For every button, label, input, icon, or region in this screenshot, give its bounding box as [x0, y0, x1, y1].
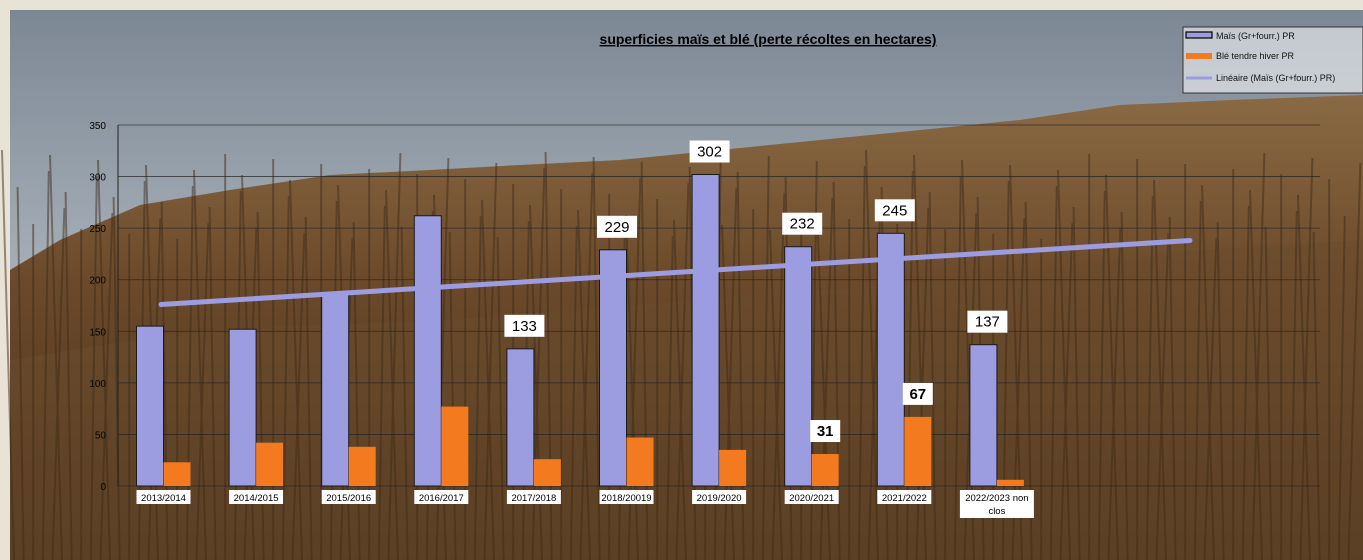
x-tick-box: [136, 490, 191, 504]
x-tick-box: [784, 490, 839, 504]
legend-swatch-ble: [1186, 53, 1212, 59]
y-tick-label: 250: [89, 224, 106, 235]
bar-ble: [626, 437, 654, 486]
bar-mais: [321, 293, 350, 487]
x-axis-ticks: 2013/2014 2014/2015 2015/2016 2016/2017 2017…: [136, 490, 1034, 518]
x-tick-box: [877, 490, 932, 504]
x-tick-label: 2014/2015: [234, 493, 279, 504]
data-label: 133: [512, 318, 537, 335]
bar-ble: [441, 406, 469, 486]
x-tick-box: [414, 490, 469, 504]
legend: Maïs (Gr+fourr.) PR Blé tendre hiver PR …: [1182, 26, 1363, 94]
x-tick-box: [506, 490, 561, 504]
legend-swatch-mais: [1185, 31, 1213, 39]
bar-ble: [719, 449, 747, 486]
data-label-box: [597, 215, 637, 238]
x-tick-label: 2018/20019: [601, 493, 651, 504]
data-label-box: [689, 140, 730, 163]
x-tick-label: 2019/2020: [697, 493, 742, 504]
bar-mais: [969, 344, 998, 487]
y-tick-label: 50: [95, 430, 107, 441]
legend-label-mais: Maïs (Gr+fourr.) PR: [1216, 31, 1295, 41]
bar-mais: [691, 174, 720, 487]
bar-ble: [348, 446, 376, 486]
y-tick-label: 150: [89, 327, 106, 338]
legend-label-ble: Blé tendre hiver PR: [1216, 51, 1295, 61]
x-tick-label: 2022/2023 non: [965, 493, 1028, 504]
data-labels: 133 229 302 232 245 137 31 67: [504, 140, 1008, 443]
bar-ble: [533, 459, 561, 486]
chart-title: superficies maïs et blé (perte récoltes …: [600, 31, 937, 47]
data-label: 31: [817, 423, 834, 440]
data-label-box: [782, 212, 823, 235]
x-tick-label: clos: [988, 506, 1005, 517]
bar-ble: [996, 479, 1024, 486]
bar-mais: [784, 246, 813, 487]
data-label: 302: [697, 144, 722, 161]
bar-ble: [163, 462, 191, 486]
x-tick-box: [599, 490, 654, 504]
x-tick-label: 2013/2014: [141, 493, 186, 504]
data-label-box: [504, 314, 545, 337]
bar-mais: [876, 232, 905, 487]
y-tick-label: 200: [89, 276, 106, 287]
x-tick-label: 2017/2018: [511, 493, 556, 504]
x-tick-box: [321, 490, 376, 504]
y-tick-label: 300: [89, 173, 106, 184]
bar-mais: [506, 348, 535, 487]
bar-ble: [256, 442, 284, 486]
y-tick-label: 100: [89, 379, 106, 390]
bar-mais: [228, 328, 257, 487]
bar-mais: [599, 249, 627, 487]
bars: [136, 174, 1024, 487]
legend-box: [1182, 26, 1363, 94]
y-axis-ticks: 0 50 100 150 200 250 300 350: [89, 121, 106, 493]
x-tick-label: 2015/2016: [326, 493, 371, 504]
data-label-box: [902, 382, 933, 405]
x-tick-label: 2020/2021: [789, 493, 834, 504]
x-tick-box: [229, 490, 284, 504]
data-label-box: [967, 310, 1008, 333]
bar-ble: [811, 454, 839, 486]
y-tick-label: 0: [100, 482, 106, 493]
trendline: [158, 238, 1193, 307]
data-label-box: [810, 420, 841, 443]
bar-mais: [413, 215, 442, 487]
data-label-box: [874, 199, 915, 222]
legend-label-trend: Linéaire (Maïs (Gr+fourr.) PR): [1216, 73, 1335, 83]
data-label: 137: [975, 314, 1000, 331]
data-label: 229: [604, 219, 629, 236]
x-tick-box: [692, 490, 747, 504]
x-tick-label: 2021/2022: [882, 493, 927, 504]
x-tick-label: 2016/2017: [419, 493, 464, 504]
trendline-path: [158, 238, 1193, 307]
x-tick-box: [959, 490, 1034, 518]
bar-mais: [136, 325, 164, 487]
y-tick-label: 350: [89, 121, 106, 132]
data-label: 232: [790, 216, 815, 233]
bar-ble: [904, 416, 932, 486]
data-label: 245: [882, 202, 907, 219]
data-label: 67: [909, 386, 926, 403]
